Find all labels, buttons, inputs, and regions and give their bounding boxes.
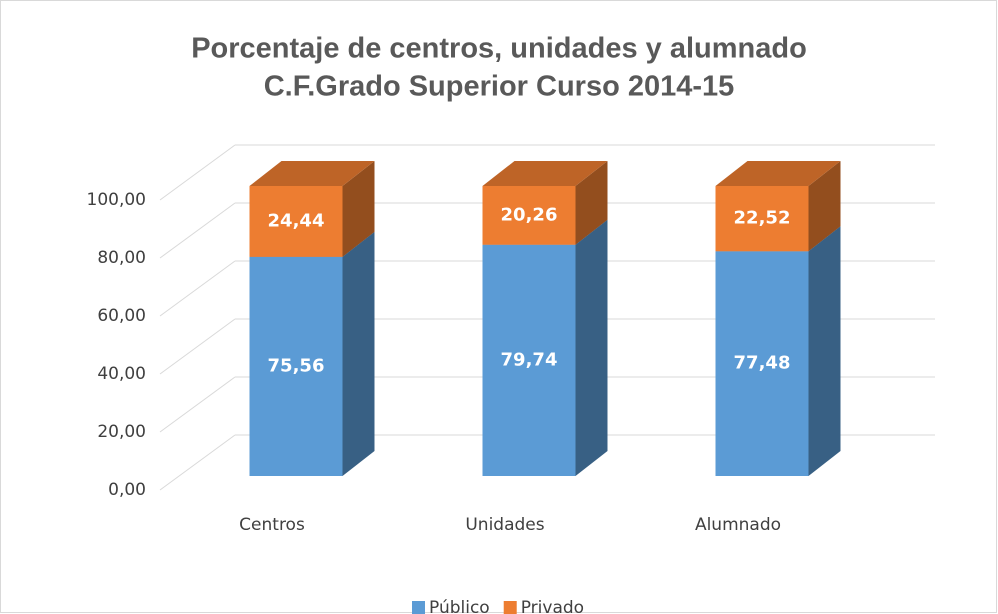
x-tick-label: Alumnado <box>695 515 781 535</box>
bar-side <box>342 161 375 257</box>
data-label: 79,74 <box>501 349 558 370</box>
y-tick-label: 40,00 <box>97 364 146 384</box>
legend-label: Privado <box>521 598 584 614</box>
bar-side <box>808 226 841 476</box>
grid-line <box>159 202 236 259</box>
data-label: 77,48 <box>734 353 791 374</box>
data-label: 24,44 <box>268 210 325 231</box>
bar-top <box>715 161 841 186</box>
grid-line <box>159 144 236 201</box>
x-tick-label: Centros <box>239 515 305 535</box>
bar <box>249 256 343 476</box>
grid-line <box>159 434 236 491</box>
y-tick-label: 100,00 <box>87 190 146 210</box>
bar-top <box>482 161 608 186</box>
bar-side <box>808 161 841 252</box>
data-label: 20,26 <box>501 204 558 225</box>
data-label: 22,52 <box>734 208 791 229</box>
y-tick-label: 60,00 <box>97 306 146 326</box>
y-tick-label: 20,00 <box>97 422 146 442</box>
legend-label: Público <box>429 598 490 614</box>
bar-top <box>249 161 375 186</box>
bar-side <box>575 161 608 245</box>
chart-title: C.F.Grado Superior Curso 2014-15 <box>264 71 735 103</box>
legend-swatch <box>503 601 517 614</box>
bar <box>249 186 343 257</box>
bar <box>482 186 576 245</box>
bar <box>482 244 576 476</box>
grid-line <box>159 318 236 375</box>
chart-title: Porcentaje de centros, unidades y alumna… <box>191 33 807 65</box>
grid-line <box>159 376 236 433</box>
bar <box>715 186 809 252</box>
legend-swatch <box>412 601 425 614</box>
data-label: 75,56 <box>268 355 325 376</box>
y-tick-label: 0,00 <box>108 480 146 500</box>
bar-side <box>575 219 608 476</box>
bar <box>715 251 809 476</box>
grid-line <box>159 260 236 317</box>
x-tick-label: Unidades <box>465 515 544 535</box>
bar-side <box>342 231 375 476</box>
y-tick-label: 80,00 <box>97 248 146 268</box>
